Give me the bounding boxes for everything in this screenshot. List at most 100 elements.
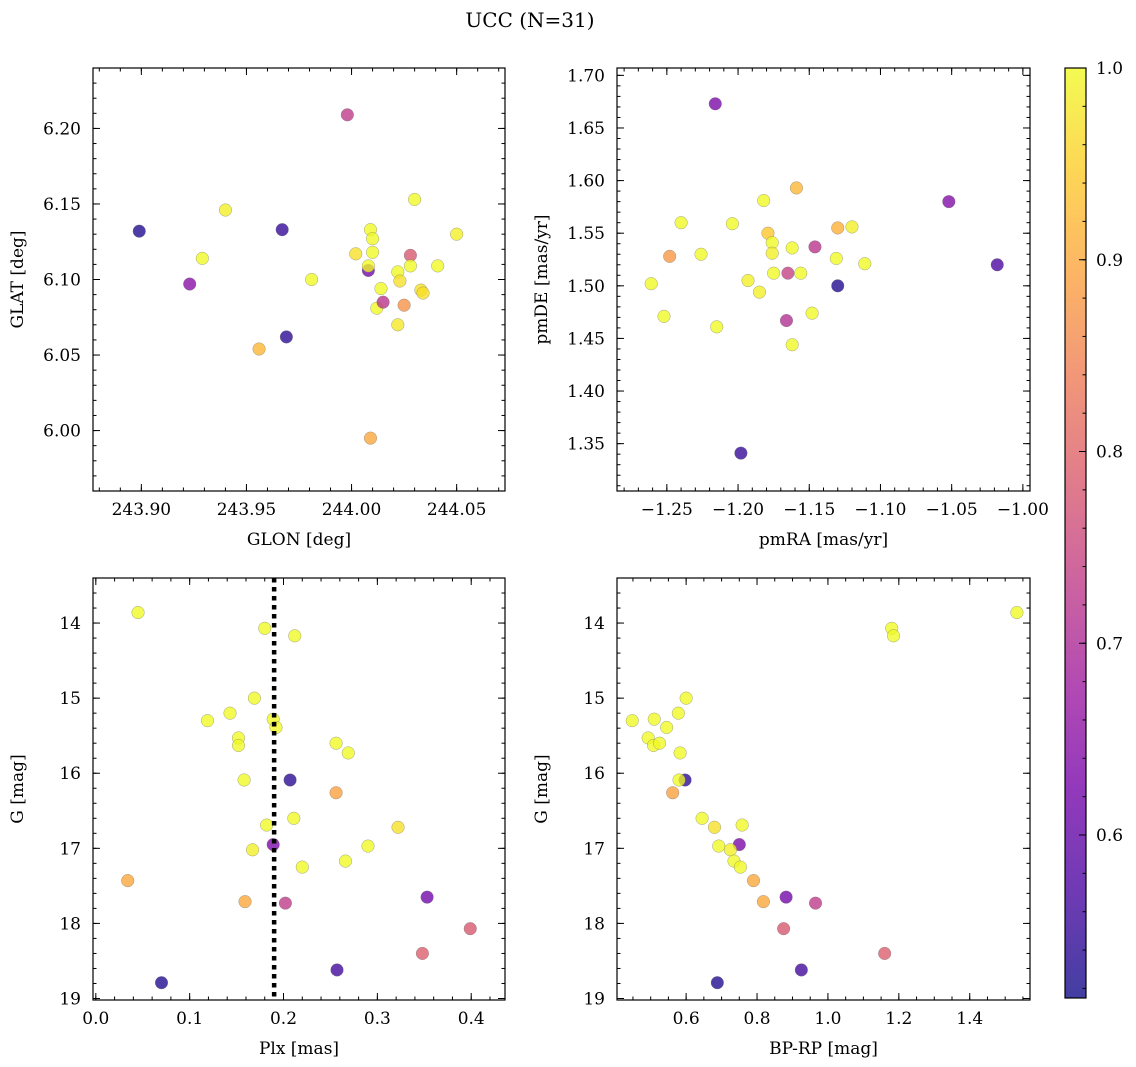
y-tick-label: 19 (583, 989, 605, 1009)
y-tick-label: 6.15 (43, 195, 81, 215)
y-tick-label: 18 (583, 914, 605, 934)
scatter-point (340, 108, 354, 122)
colorbar-tick-label: 0.9 (1096, 251, 1123, 271)
y-tick-label: 1.35 (567, 435, 605, 455)
scatter-point (247, 691, 261, 705)
scatter-point (746, 874, 761, 888)
colorbar-tick-label: 1.0 (1096, 59, 1123, 79)
scatter-point (707, 820, 722, 834)
scatter-point (363, 431, 378, 445)
scatter-points (644, 97, 1004, 460)
scatter-point (942, 195, 956, 209)
scatter-point (329, 786, 343, 800)
scatter-point (252, 342, 266, 356)
y-tick-label: 1.40 (567, 382, 605, 402)
scatter-point (625, 714, 639, 728)
y-tick-label: 14 (59, 614, 81, 634)
y-tick-label: 1.50 (567, 277, 605, 297)
scatter-point (349, 247, 363, 261)
y-axis-label: G [mag] (532, 754, 552, 823)
y-tick-label: 14 (583, 614, 605, 634)
scatter-point (808, 240, 822, 254)
x-tick-label: 0.6 (673, 1009, 700, 1029)
panel-p2: −1.25 −1.20 −1.15 −1.10 −1.05 −1.00 1.35 1.40 1.… (532, 66, 1049, 550)
scatter-point (647, 712, 661, 726)
x-axis-label: pmRA [mas/yr] (759, 530, 888, 550)
panel-p3: 0.0 0.1 0.2 0.3 0.4 14 15 16 17 18 19 Plx [mas] G [m… (8, 577, 506, 1059)
scatter-point (131, 605, 145, 620)
scatter-point (794, 266, 808, 280)
scatter-point (183, 277, 197, 291)
scatter-point (338, 854, 353, 868)
scatter-point (777, 922, 791, 936)
scatter-point (756, 895, 770, 909)
scatter-point (765, 246, 779, 260)
scatter-point (644, 277, 658, 291)
scatter-point (218, 203, 232, 217)
scatter-point (278, 896, 292, 910)
y-tick-label: 15 (583, 689, 605, 709)
x-tick-label: 0.1 (176, 1009, 203, 1029)
scatter-point (397, 298, 411, 312)
colorbar: 0.6 0.7 0.8 0.9 1.0 (1064, 59, 1123, 999)
y-axis-label: pmDE [mas/yr] (532, 214, 552, 344)
axes-frame (616, 67, 1031, 492)
scatter-point (663, 249, 677, 263)
scatter-point (672, 773, 686, 787)
scatter-point (223, 706, 237, 720)
scatter-point (829, 251, 843, 266)
scatter-point (990, 258, 1004, 272)
scatter-point (805, 306, 819, 320)
colorbar-tick-label: 0.8 (1096, 443, 1123, 463)
scatter-point (779, 890, 793, 904)
y-tick-label: 1.70 (567, 66, 605, 86)
y-tick-label: 6.20 (43, 119, 81, 139)
x-tick-label: 0.3 (364, 1009, 391, 1029)
scatter-point (288, 629, 302, 643)
scatter-point (757, 194, 771, 208)
scatter-points (121, 605, 477, 990)
scatter-point (671, 706, 685, 720)
x-tick-label: −1.10 (854, 500, 906, 520)
panels: 243.90 243.95 244.00 244.05 6.00 6.05 6.10 6.15… (8, 66, 1049, 1059)
scatter-point (329, 736, 343, 750)
x-tick-label: 244.05 (427, 500, 486, 520)
x-tick-label: 0.8 (744, 1009, 771, 1029)
ticks (617, 577, 1030, 1000)
scatter-point (361, 839, 375, 853)
axes-frame (92, 67, 506, 492)
scatter-point (391, 318, 405, 332)
x-tick-label: 1.2 (885, 1009, 912, 1029)
scatter-point (652, 736, 667, 750)
scatter-point (708, 97, 722, 111)
scatter-point (154, 976, 169, 990)
scatter-point (287, 811, 301, 825)
scatter-point (260, 818, 274, 832)
scatter-point (694, 247, 708, 261)
scatter-point (238, 895, 252, 909)
scatter-point (408, 192, 422, 206)
scatter-point (330, 963, 344, 977)
scatter-point (886, 629, 901, 643)
scatter-point (785, 241, 799, 255)
scatter-point (200, 714, 215, 728)
scatter-point (657, 309, 671, 323)
scatter-point (305, 272, 319, 287)
scatter-point (275, 223, 289, 237)
x-tick-label: −1.05 (926, 500, 978, 520)
ticks (93, 577, 505, 1000)
scatter-point (231, 738, 246, 752)
colorbar-gradient (1065, 68, 1086, 998)
scatter-point (403, 259, 417, 273)
y-tick-label: 17 (583, 839, 605, 859)
scatter-point (341, 746, 355, 760)
scatter-point (415, 946, 429, 960)
scatter-point (431, 259, 445, 273)
scatter-point (831, 221, 845, 235)
scatter-point (723, 843, 737, 857)
scatter-point (779, 313, 794, 328)
scatter-point (376, 295, 390, 309)
scatter-point (710, 976, 724, 990)
scatter-point (712, 839, 726, 853)
scatter-point (752, 285, 766, 299)
